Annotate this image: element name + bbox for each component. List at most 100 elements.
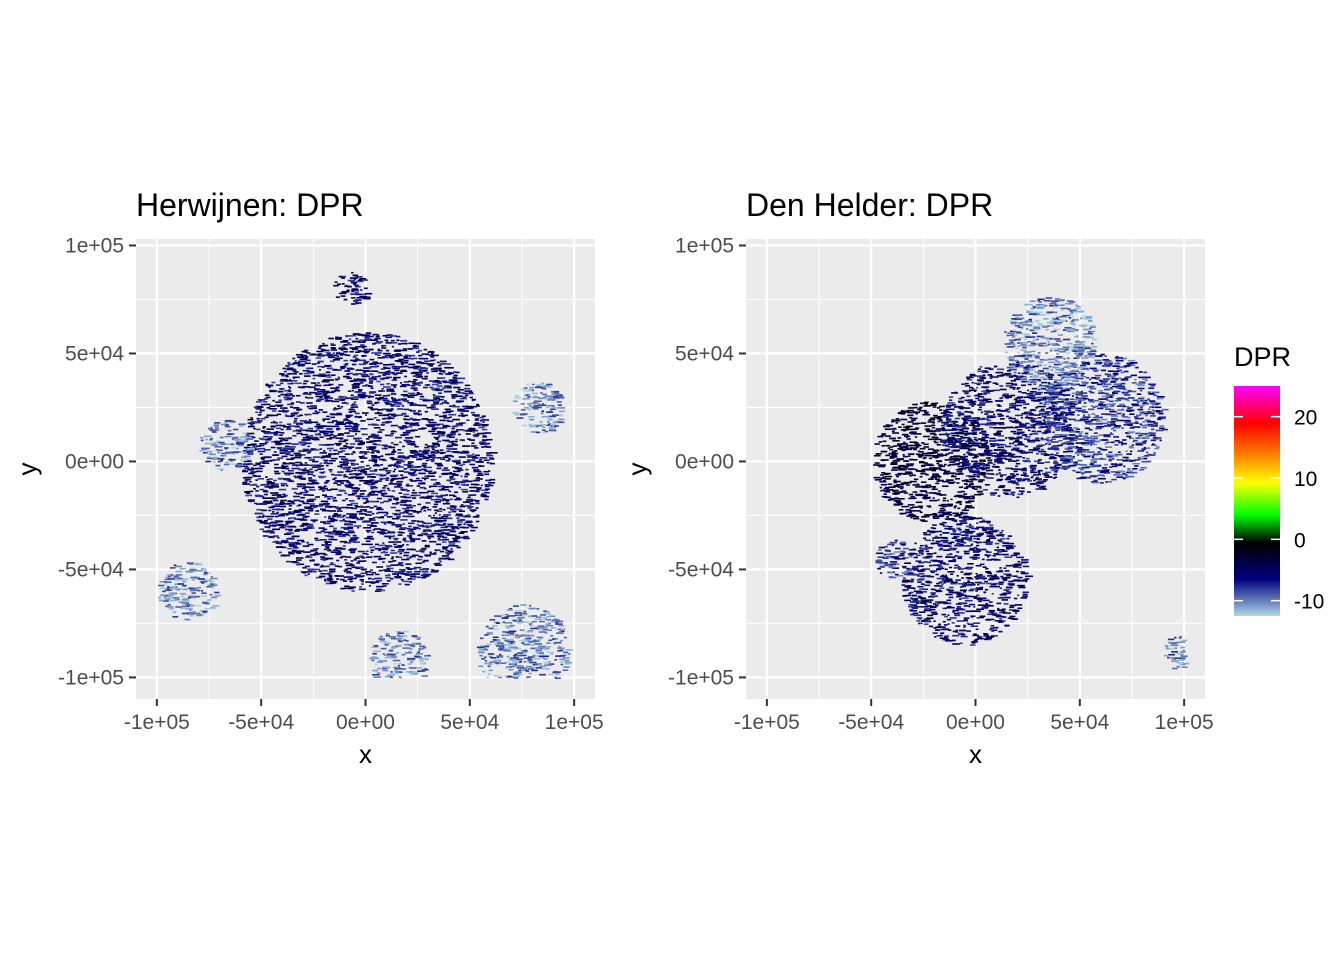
data-cell bbox=[322, 565, 330, 568]
data-cell bbox=[418, 658, 427, 660]
data-cell bbox=[385, 376, 392, 379]
data-cell bbox=[919, 475, 923, 478]
data-cell bbox=[214, 426, 219, 429]
data-cell bbox=[287, 547, 292, 550]
data-cell bbox=[962, 496, 971, 498]
data-cell bbox=[378, 458, 386, 461]
data-cell bbox=[398, 562, 404, 564]
data-cell bbox=[442, 548, 448, 550]
data-cell bbox=[357, 497, 361, 500]
data-cell bbox=[282, 411, 288, 413]
data-cell bbox=[365, 540, 371, 543]
data-cell bbox=[398, 675, 401, 678]
data-cell bbox=[313, 563, 320, 566]
data-cell bbox=[310, 448, 314, 450]
data-cell bbox=[352, 334, 357, 337]
data-cell bbox=[343, 439, 349, 441]
data-cell bbox=[390, 549, 395, 552]
data-cell bbox=[340, 466, 348, 469]
data-cell bbox=[332, 515, 337, 518]
data-cell bbox=[380, 464, 383, 466]
data-cell bbox=[474, 433, 478, 436]
data-cell bbox=[259, 443, 267, 445]
data-cell bbox=[424, 410, 428, 413]
data-cell bbox=[246, 492, 251, 494]
data-cell bbox=[158, 584, 165, 587]
data-cell bbox=[894, 491, 902, 494]
data-cell bbox=[340, 464, 348, 466]
data-cell bbox=[326, 520, 335, 523]
data-cell bbox=[331, 497, 337, 500]
data-cell bbox=[204, 572, 208, 574]
data-cell bbox=[919, 490, 927, 492]
data-cell bbox=[442, 498, 446, 500]
data-cell bbox=[488, 470, 491, 472]
data-cell bbox=[385, 469, 388, 472]
data-cell bbox=[934, 478, 940, 480]
data-cell bbox=[299, 423, 303, 426]
data-cell bbox=[419, 645, 425, 648]
data-cell bbox=[445, 440, 449, 442]
data-cell bbox=[347, 470, 350, 472]
data-cell bbox=[527, 403, 531, 405]
data-cell bbox=[284, 533, 291, 535]
data-cell bbox=[455, 391, 461, 393]
data-cell bbox=[451, 455, 454, 458]
data-cell bbox=[914, 406, 918, 409]
data-cell bbox=[333, 482, 338, 484]
data-cell bbox=[181, 612, 188, 615]
data-cell bbox=[365, 550, 369, 553]
data-cell bbox=[516, 614, 521, 616]
data-cell bbox=[302, 393, 310, 395]
data-cell bbox=[264, 441, 269, 444]
data-cell bbox=[389, 676, 393, 679]
data-cell bbox=[911, 474, 916, 477]
data-cell bbox=[293, 456, 302, 459]
data-cell bbox=[536, 608, 540, 610]
data-cell bbox=[451, 394, 458, 396]
data-cell bbox=[263, 489, 267, 492]
data-cell bbox=[282, 514, 286, 517]
data-cell bbox=[480, 495, 488, 497]
data-cell bbox=[882, 440, 887, 443]
data-cell bbox=[383, 414, 388, 416]
data-cell bbox=[337, 471, 344, 473]
data-cell bbox=[944, 470, 951, 473]
data-cell bbox=[557, 407, 565, 409]
data-cell bbox=[318, 570, 322, 572]
data-cell bbox=[280, 546, 283, 548]
data-cell bbox=[544, 612, 550, 615]
data-cell bbox=[284, 494, 288, 497]
data-cell bbox=[293, 499, 300, 502]
data-cell bbox=[889, 448, 893, 451]
data-cell bbox=[296, 485, 303, 488]
data-cell bbox=[302, 382, 307, 385]
data-cell bbox=[546, 424, 551, 426]
data-cell bbox=[314, 537, 319, 540]
data-cell bbox=[307, 570, 313, 573]
data-cell bbox=[288, 508, 292, 510]
data-cell bbox=[435, 520, 443, 523]
data-cell bbox=[395, 462, 401, 464]
data-cell bbox=[345, 564, 353, 567]
data-cell bbox=[301, 454, 306, 456]
data-cell bbox=[407, 354, 416, 357]
data-cell bbox=[177, 583, 185, 585]
data-cell bbox=[550, 408, 556, 411]
data-cell bbox=[399, 676, 403, 679]
data-cell bbox=[404, 375, 407, 378]
data-cell bbox=[914, 436, 918, 438]
data-cell bbox=[453, 386, 461, 389]
data-cell bbox=[385, 336, 392, 339]
data-cell bbox=[421, 377, 427, 380]
data-cell bbox=[293, 491, 297, 494]
data-cell bbox=[368, 402, 372, 405]
data-cell bbox=[880, 477, 885, 480]
data-cell bbox=[325, 582, 334, 585]
data-cell bbox=[300, 496, 305, 499]
data-cell bbox=[272, 541, 276, 543]
data-cell bbox=[951, 474, 955, 477]
data-cell bbox=[353, 382, 361, 385]
data-cell bbox=[416, 351, 420, 353]
data-cell bbox=[360, 428, 368, 430]
